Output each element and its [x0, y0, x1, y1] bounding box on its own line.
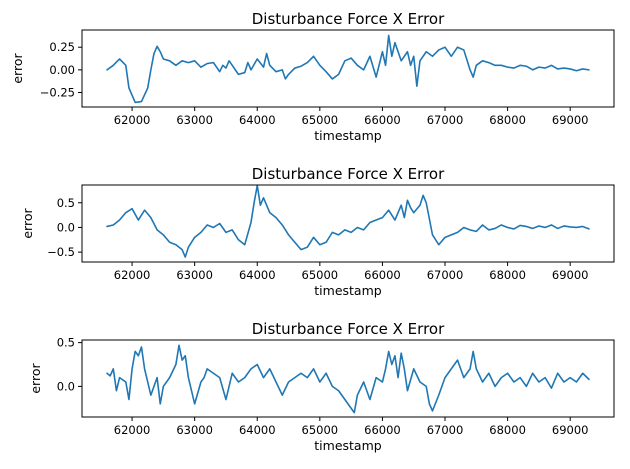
x-tick-label: 68000: [489, 113, 526, 127]
x-tick-label: 68000: [489, 268, 526, 282]
x-tick-label: 63000: [176, 423, 213, 437]
y-axis-label: error: [10, 53, 25, 84]
x-axis-label: timestamp: [314, 128, 381, 143]
x-tick-label: 66000: [364, 113, 401, 127]
y-tick-label: −0.5: [47, 245, 75, 259]
x-tick-label: 69000: [552, 268, 589, 282]
y-tick-label: 0.0: [57, 220, 75, 234]
x-tick-label: 63000: [176, 268, 213, 282]
y-axis-label: error: [20, 208, 35, 239]
chart-title: Disturbance Force X Error: [252, 165, 445, 183]
x-tick-label: 64000: [239, 268, 276, 282]
plot-frame: [81, 339, 615, 418]
x-tick-label: 62000: [114, 423, 151, 437]
plot-frame: [81, 184, 615, 263]
subplot-1: 62000 63000 64000 65000 66000 67000 68000 69000…: [10, 10, 615, 143]
x-tick-label: 64000: [239, 113, 276, 127]
x-tick-label: 67000: [427, 268, 464, 282]
y-tick-label: 0.00: [49, 63, 75, 77]
x-tick-label: 69000: [552, 113, 589, 127]
subplot-3: 62000 63000 64000 65000 66000 67000 68000 69000…: [28, 320, 615, 453]
x-tick-label: 66000: [364, 423, 401, 437]
y-axis-label: error: [28, 363, 43, 394]
x-tick-label: 68000: [489, 423, 526, 437]
x-tick-label: 65000: [302, 268, 339, 282]
x-tick-label: 66000: [364, 268, 401, 282]
y-tick-label: −0.25: [40, 86, 75, 100]
x-tick-label: 69000: [552, 423, 589, 437]
x-tick-label: 65000: [302, 423, 339, 437]
x-tick-label: 62000: [114, 113, 151, 127]
y-tick-label: 0.5: [57, 336, 75, 350]
x-axis-label: timestamp: [314, 438, 381, 453]
series-line: [106, 34, 590, 104]
series-line: [106, 184, 590, 258]
y-tick-label: 0.25: [49, 40, 75, 54]
x-axis-label: timestamp: [314, 283, 381, 298]
y-tick-label: 0.5: [57, 196, 75, 210]
series-line: [106, 344, 590, 414]
x-tick-label: 64000: [239, 423, 276, 437]
chart-title: Disturbance Force X Error: [252, 10, 445, 28]
x-tick-label: 65000: [302, 113, 339, 127]
y-tick-label: 0.0: [57, 379, 75, 393]
chart-title: Disturbance Force X Error: [252, 320, 445, 338]
x-tick-label: 67000: [427, 423, 464, 437]
x-tick-label: 62000: [114, 268, 151, 282]
x-tick-label: 63000: [176, 113, 213, 127]
x-tick-label: 67000: [427, 113, 464, 127]
subplot-2: 62000 63000 64000 65000 66000 67000 68000 69000…: [20, 165, 615, 298]
plot-frame: [81, 29, 615, 108]
